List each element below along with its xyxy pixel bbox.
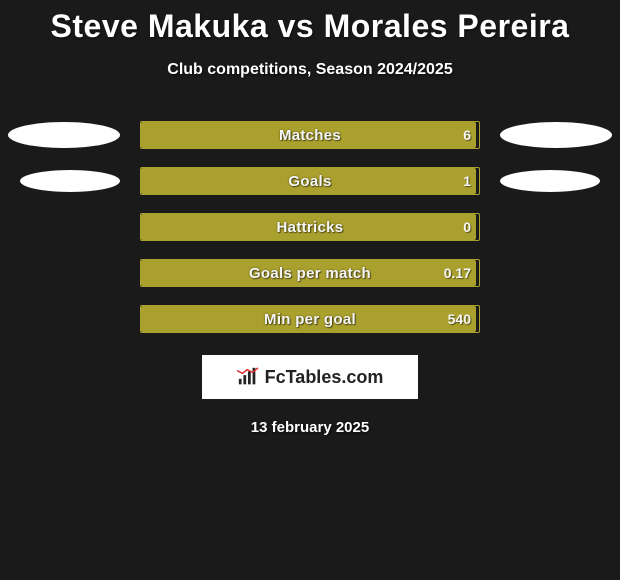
stat-value: 6: [463, 127, 471, 143]
stat-label: Goals per match: [141, 265, 479, 282]
stat-row: Hattricks0: [0, 213, 620, 241]
stat-label: Min per goal: [141, 311, 479, 328]
stat-bar: Hattricks0: [140, 213, 480, 241]
stat-label: Hattricks: [141, 219, 479, 236]
page-subtitle: Club competitions, Season 2024/2025: [167, 61, 452, 79]
left-oval-icon: [20, 170, 120, 192]
stat-value: 1: [463, 173, 471, 189]
logo-box[interactable]: FcTables.com: [202, 355, 418, 399]
logo-text: FcTables.com: [265, 367, 384, 388]
right-oval-icon: [500, 170, 600, 192]
stat-label: Matches: [141, 127, 479, 144]
stat-value: 540: [448, 311, 471, 327]
stat-bar: Min per goal540: [140, 305, 480, 333]
stat-value: 0: [463, 219, 471, 235]
stat-label: Goals: [141, 173, 479, 190]
stat-row: Min per goal540: [0, 305, 620, 333]
barchart-icon: [237, 367, 259, 387]
stat-value: 0.17: [444, 265, 471, 281]
page-title: Steve Makuka vs Morales Pereira: [51, 8, 570, 45]
date-text: 13 february 2025: [251, 419, 369, 436]
stat-bar: Goals1: [140, 167, 480, 195]
left-oval-icon: [8, 122, 120, 148]
page-root: Steve Makuka vs Morales Pereira Club com…: [0, 0, 620, 580]
stat-row: Goals1: [0, 167, 620, 195]
stat-bar: Matches6: [140, 121, 480, 149]
stat-bar: Goals per match0.17: [140, 259, 480, 287]
stat-row: Goals per match0.17: [0, 259, 620, 287]
stats-container: Matches6Goals1Hattricks0Goals per match0…: [0, 121, 620, 333]
right-oval-icon: [500, 122, 612, 148]
stat-row: Matches6: [0, 121, 620, 149]
